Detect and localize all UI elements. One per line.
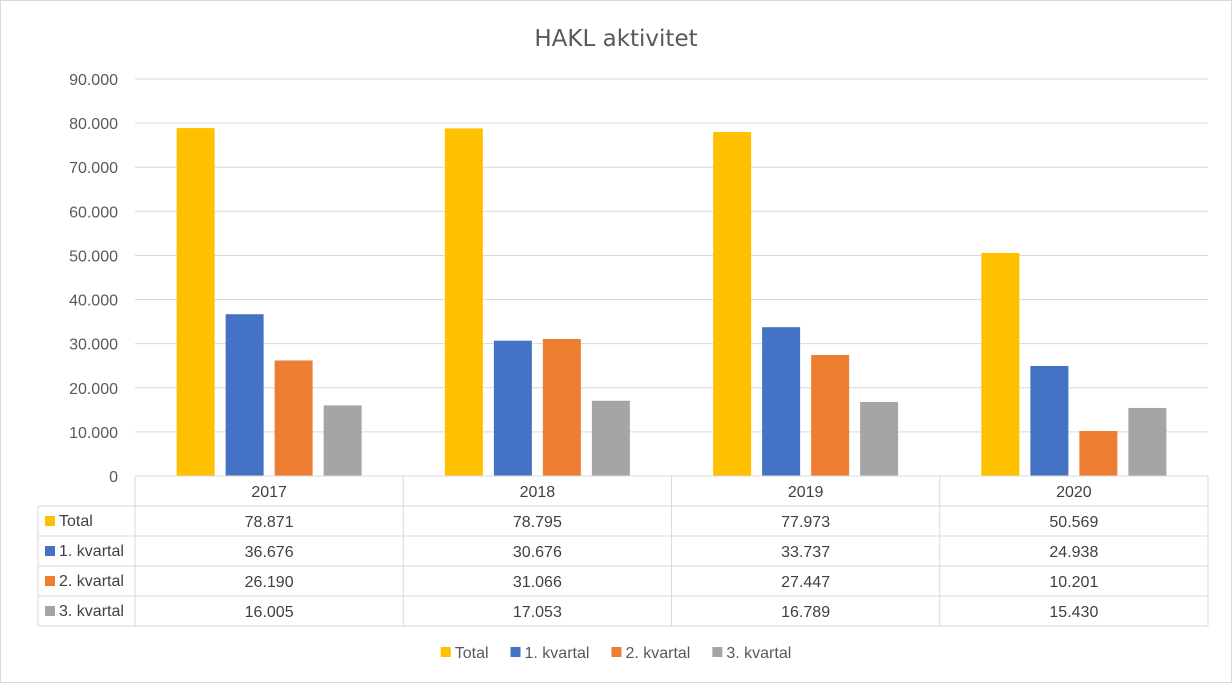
category-label: 2020 [1056, 484, 1092, 501]
legend-item: 3. kvartal [712, 645, 791, 662]
bar [762, 327, 801, 476]
row-legend-key [45, 516, 55, 526]
row-series-label: 2. kvartal [59, 573, 124, 590]
y-tick-label: 80.000 [69, 116, 118, 133]
bar [591, 400, 630, 476]
y-tick-label: 30.000 [69, 337, 118, 354]
bar [713, 132, 752, 476]
chart-title: HAKL aktivitet [534, 26, 697, 52]
data-cell: 27.447 [781, 574, 830, 591]
bar [225, 314, 264, 476]
data-cell: 50.569 [1049, 514, 1098, 531]
row-legend-key [45, 546, 55, 556]
bars [176, 128, 1167, 476]
legend-label: 3. kvartal [726, 645, 791, 662]
data-cell: 24.938 [1049, 544, 1098, 561]
bar [1079, 431, 1118, 476]
data-cell: 78.871 [245, 514, 294, 531]
category-label: 2019 [788, 484, 824, 501]
bar [811, 354, 850, 476]
y-axis: 0 10.000 20.000 30.000 40.000 50.000 60.000 70.… [69, 72, 118, 486]
data-cell: 16.005 [245, 604, 294, 621]
legend-item: 1. kvartal [510, 645, 590, 662]
legend-swatch [440, 647, 451, 657]
legend-label: Total [455, 645, 489, 662]
bar [1030, 365, 1069, 476]
y-tick-label: 90.000 [69, 72, 118, 89]
y-tick-label: 60.000 [69, 204, 118, 221]
data-cell: 30.676 [513, 544, 562, 561]
row-legend-key [45, 576, 55, 586]
y-tick-label: 20.000 [69, 381, 118, 398]
data-cell: 16.789 [781, 604, 830, 621]
legend-swatch [712, 647, 723, 657]
row-series-label: Total [59, 513, 93, 530]
legend-swatch [611, 647, 622, 657]
bar [860, 401, 899, 476]
bar [444, 128, 483, 476]
data-cell: 33.737 [781, 544, 830, 561]
bar [176, 128, 215, 476]
bar [493, 340, 532, 476]
data-cell: 31.066 [513, 574, 562, 591]
legend-item: Total [440, 645, 489, 662]
row-series-label: 1. kvartal [59, 543, 124, 560]
data-cell: 26.190 [245, 574, 294, 591]
y-tick-label: 10.000 [69, 425, 118, 442]
legend-item: 2. kvartal [611, 645, 690, 662]
y-tick-label: 50.000 [69, 248, 118, 265]
data-cell: 77.973 [781, 514, 830, 531]
data-table: 2017 2018 2019 2020 Total 78.871 78.795 77.973 5… [37, 475, 1209, 627]
legend-swatch [510, 647, 521, 657]
row-series-label: 3. kvartal [59, 603, 124, 620]
bar [542, 338, 581, 476]
data-cell: 15.430 [1049, 604, 1098, 621]
legend: Total 1. kvartal 2. kvartal 3. kvartal [440, 645, 791, 662]
data-cell: 17.053 [513, 604, 562, 621]
category-label: 2018 [520, 484, 556, 501]
y-tick-label: 0 [109, 469, 118, 486]
row-legend-key [45, 606, 55, 616]
category-label: 2017 [251, 484, 287, 501]
y-tick-label: 40.000 [69, 293, 118, 310]
data-cell: 36.676 [245, 544, 294, 561]
legend-label: 2. kvartal [625, 645, 690, 662]
bar [323, 405, 362, 476]
data-cell: 10.201 [1049, 574, 1098, 591]
legend-label: 1. kvartal [525, 645, 590, 662]
bar [1128, 407, 1167, 476]
bar [274, 360, 313, 476]
gridlines [135, 78, 1208, 433]
data-cell: 78.795 [513, 514, 562, 531]
bar [981, 252, 1020, 476]
y-tick-label: 70.000 [69, 160, 118, 177]
